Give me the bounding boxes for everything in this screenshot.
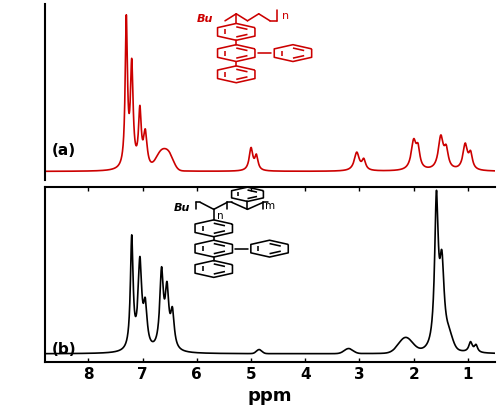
Text: m: m: [265, 201, 275, 211]
Text: n: n: [282, 11, 290, 22]
Text: Bu: Bu: [196, 14, 213, 24]
Text: Bu: Bu: [174, 203, 190, 213]
Text: (a): (a): [52, 144, 76, 158]
X-axis label: ppm: ppm: [248, 387, 292, 405]
Text: (b): (b): [52, 342, 76, 357]
Text: n: n: [217, 211, 224, 221]
